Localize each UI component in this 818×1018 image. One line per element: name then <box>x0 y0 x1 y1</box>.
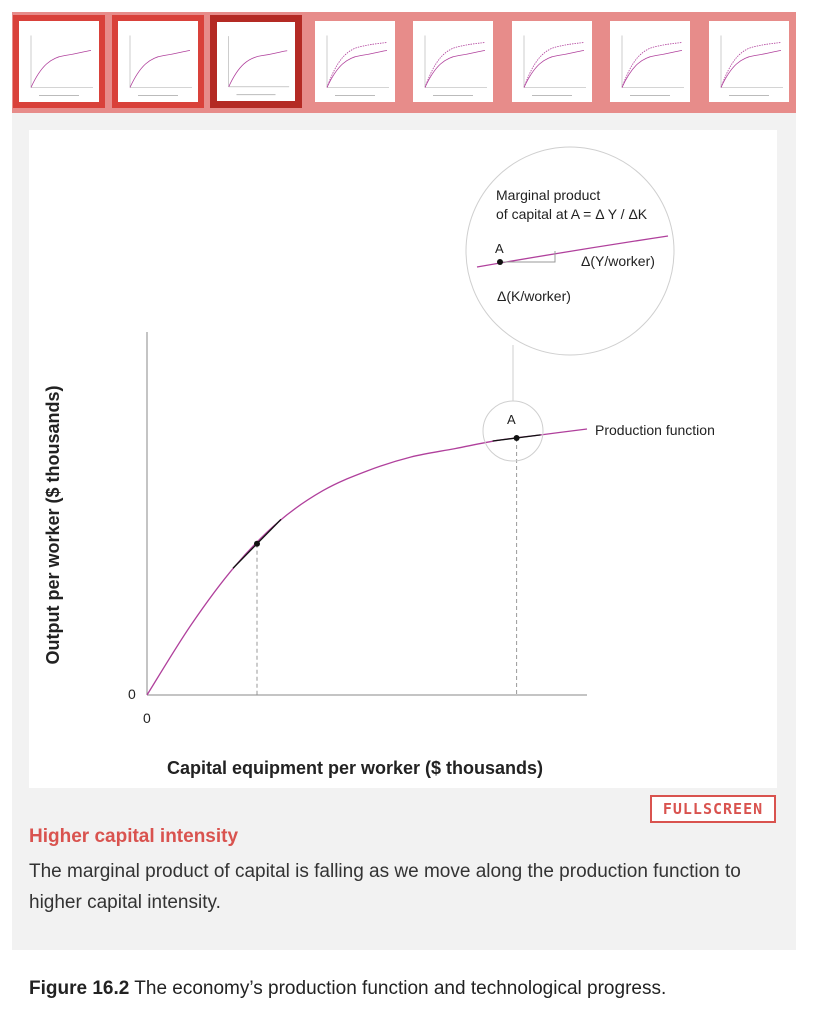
y-axis-label: Output per worker ($ thousands) <box>43 385 63 664</box>
production-function-label: Production function <box>595 422 715 438</box>
thumbnail-preview <box>610 21 690 102</box>
slide-thumbnail-6[interactable] <box>506 15 598 108</box>
magnifier-slope-triangle <box>500 251 556 263</box>
slide-thumbnail-4[interactable] <box>309 15 401 108</box>
slide-thumbnail-strip <box>12 12 796 113</box>
point-a-label: A <box>507 412 516 427</box>
magnifier-dx-label: Δ(K/worker) <box>497 288 571 304</box>
thumbnail-preview <box>708 21 789 102</box>
magnifier-dy-label: Δ(Y/worker) <box>581 253 655 269</box>
marked-point-1 <box>254 540 260 547</box>
magnifier-callout: Marginal product of capital at A = Δ Y /… <box>465 146 675 356</box>
fullscreen-button[interactable]: FULLSCREEN <box>650 795 776 823</box>
figure-number: Figure 16.2 <box>29 978 130 999</box>
x-axis-label: Capital equipment per worker ($ thousand… <box>167 758 543 778</box>
slide-thumbnail-7[interactable] <box>604 15 696 108</box>
magnifier-point-label: A <box>495 241 504 256</box>
thumbnail-preview <box>314 21 395 102</box>
magnifier-title-line1: Marginal product <box>496 187 600 203</box>
y-origin-label: 0 <box>128 686 136 702</box>
step-description: The marginal product of capital is falli… <box>29 861 741 913</box>
slide-thumbnail-5[interactable] <box>407 15 499 108</box>
slide-thumbnail-1[interactable] <box>13 15 105 108</box>
slide-thumbnail-2[interactable] <box>111 15 204 108</box>
figure-caption: Figure 16.2 The economy’s production fun… <box>29 978 666 1000</box>
step-title: Higher capital intensity <box>29 826 239 847</box>
thumbnail-preview <box>511 21 592 102</box>
chart-area: 0 0 Output per worker ($ thousands) Capi… <box>29 130 777 788</box>
marked-point-2 <box>513 434 520 441</box>
slide-thumbnail-3[interactable] <box>210 15 302 108</box>
slide-thumbnail-8[interactable] <box>703 15 795 108</box>
x-origin-label: 0 <box>143 710 151 726</box>
thumbnail-preview <box>117 21 198 102</box>
magnifier-title-line2: of capital at A = Δ Y / ΔK <box>496 206 648 222</box>
figure-title: The economy’s production function and te… <box>134 978 667 999</box>
thumbnail-preview <box>413 21 493 102</box>
production-function-chart: 0 0 Output per worker ($ thousands) Capi… <box>43 146 715 778</box>
thumbnail-preview <box>217 22 295 101</box>
magnifier-point-a <box>497 259 503 265</box>
point-a-highlight-circle <box>482 400 544 462</box>
thumbnail-preview <box>19 21 99 102</box>
production-function-curve <box>146 428 588 696</box>
